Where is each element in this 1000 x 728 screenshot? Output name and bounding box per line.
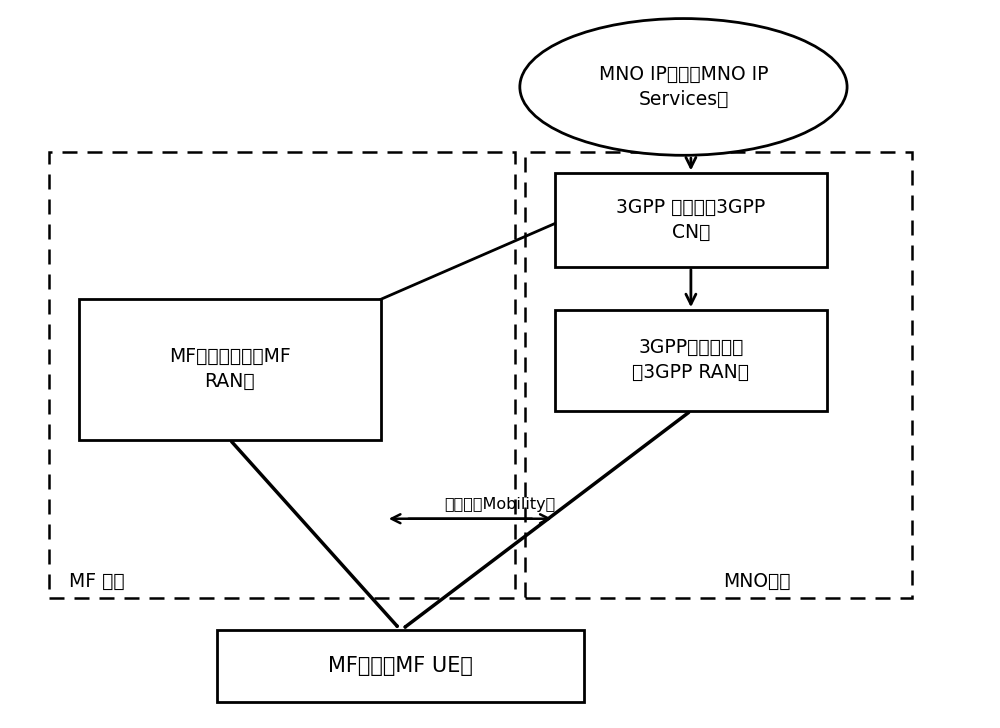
Text: MF 网络: MF 网络 bbox=[69, 571, 124, 590]
Text: MNO IP服务（MNO IP
Services）: MNO IP服务（MNO IP Services） bbox=[599, 65, 768, 109]
Bar bbox=[49, 151, 515, 598]
Text: 移动性（Mobility）: 移动性（Mobility） bbox=[444, 496, 556, 512]
Text: 3GPP 核心网（3GPP
CN）: 3GPP 核心网（3GPP CN） bbox=[616, 198, 766, 242]
Bar bbox=[525, 151, 912, 598]
Text: 3GPP无线接入网
（3GPP RAN）: 3GPP无线接入网 （3GPP RAN） bbox=[632, 339, 749, 382]
Bar bbox=[79, 299, 381, 440]
Ellipse shape bbox=[520, 18, 847, 155]
Bar bbox=[555, 310, 827, 411]
Text: MF终端（MF UE）: MF终端（MF UE） bbox=[328, 656, 473, 676]
Text: MF无线接入网（MF
RAN）: MF无线接入网（MF RAN） bbox=[169, 347, 291, 392]
Bar bbox=[555, 173, 827, 267]
Text: MNO网络: MNO网络 bbox=[723, 571, 791, 590]
Bar bbox=[217, 630, 584, 703]
